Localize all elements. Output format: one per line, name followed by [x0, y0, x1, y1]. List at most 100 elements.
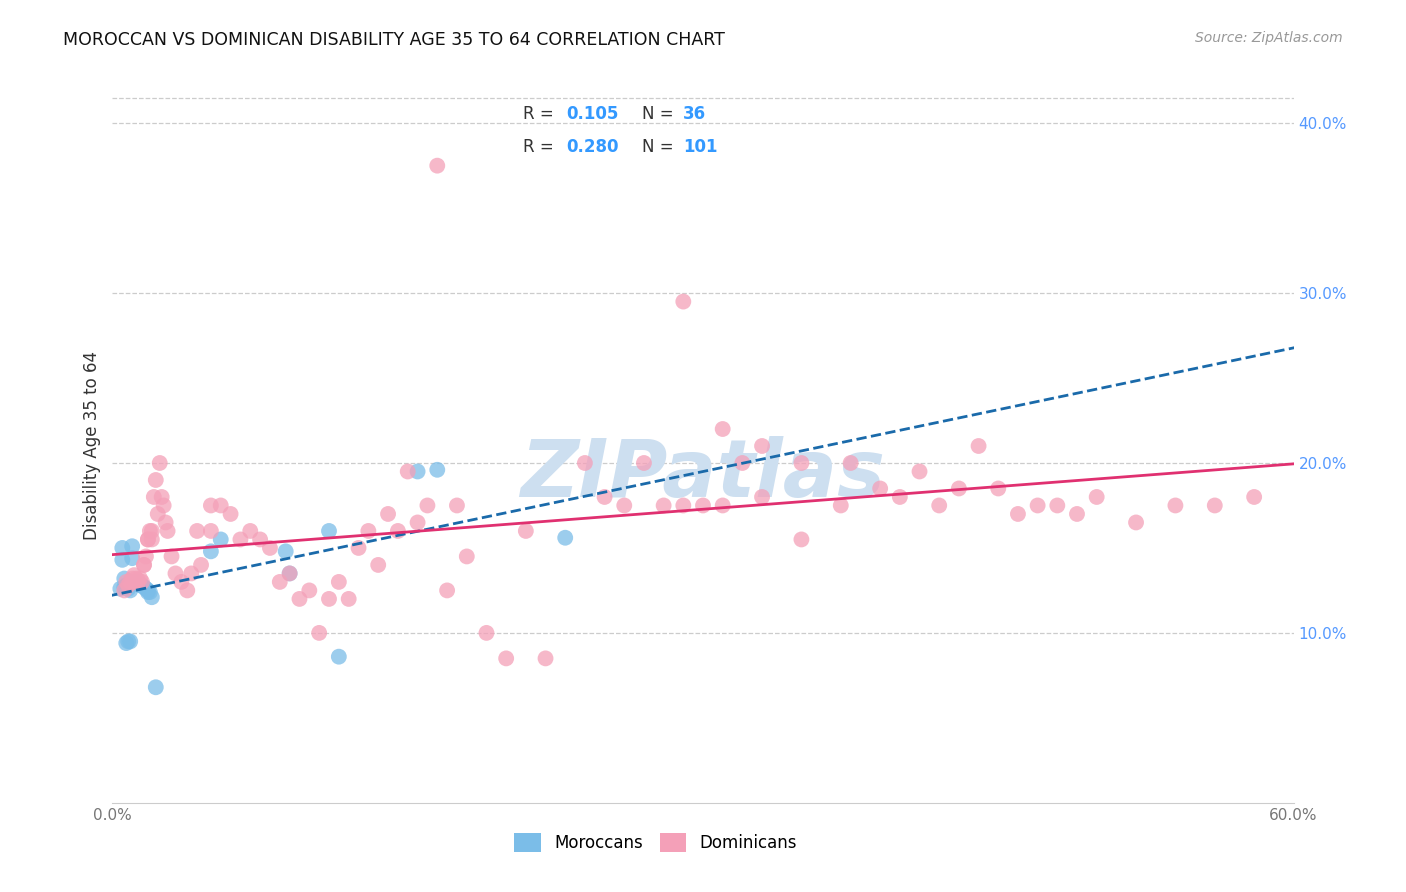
Point	[1085, 490, 1108, 504]
Point	[200, 524, 222, 538]
Point	[416, 499, 439, 513]
Point	[446, 499, 468, 513]
Point	[426, 159, 449, 173]
Point	[122, 568, 145, 582]
Point	[127, 574, 149, 589]
Point	[209, 499, 232, 513]
Point	[790, 533, 813, 547]
Point	[652, 499, 675, 513]
Text: Source: ZipAtlas.com: Source: ZipAtlas.com	[1195, 31, 1343, 45]
Point	[141, 533, 163, 547]
Point	[121, 551, 143, 566]
Point	[115, 636, 138, 650]
Point	[711, 422, 734, 436]
Point	[176, 583, 198, 598]
Text: R =: R =	[523, 138, 560, 156]
Point	[593, 490, 616, 504]
Point	[751, 490, 773, 504]
Point	[115, 578, 138, 592]
Legend: Moroccans, Dominicans: Moroccans, Dominicans	[508, 826, 804, 859]
Text: R =: R =	[523, 105, 560, 123]
Point	[136, 533, 159, 547]
Point	[132, 580, 155, 594]
Point	[633, 456, 655, 470]
Point	[288, 591, 311, 606]
Point	[367, 558, 389, 572]
Point	[515, 524, 537, 538]
Point	[239, 524, 262, 538]
Point	[1066, 507, 1088, 521]
Point	[229, 533, 252, 547]
Point	[692, 499, 714, 513]
Point	[122, 574, 145, 589]
Point	[259, 541, 281, 555]
Point	[456, 549, 478, 564]
Point	[112, 572, 135, 586]
Point	[117, 634, 139, 648]
Point	[165, 566, 187, 581]
Point	[135, 549, 157, 564]
Point	[112, 580, 135, 594]
Point	[132, 558, 155, 572]
Point	[110, 582, 132, 596]
Text: N =: N =	[641, 105, 679, 123]
Point	[125, 574, 148, 589]
Point	[190, 558, 212, 572]
Point	[135, 582, 157, 596]
Point	[534, 651, 557, 665]
Point	[278, 566, 301, 581]
Point	[731, 456, 754, 470]
Point	[278, 566, 301, 581]
Point	[136, 533, 159, 547]
Point	[156, 524, 179, 538]
Point	[155, 516, 177, 530]
Text: 36: 36	[683, 105, 706, 123]
Point	[120, 574, 142, 589]
Point	[139, 524, 162, 538]
Text: MOROCCAN VS DOMINICAN DISABILITY AGE 35 TO 64 CORRELATION CHART: MOROCCAN VS DOMINICAN DISABILITY AGE 35 …	[63, 31, 725, 49]
Point	[711, 499, 734, 513]
Point	[139, 585, 162, 599]
Point	[209, 533, 232, 547]
Point	[145, 473, 167, 487]
Point	[1026, 499, 1049, 513]
Point	[200, 499, 222, 513]
Point	[121, 574, 143, 589]
Point	[1046, 499, 1069, 513]
Point	[152, 499, 174, 513]
Point	[160, 549, 183, 564]
Point	[1125, 516, 1147, 530]
Point	[219, 507, 242, 521]
Point	[136, 585, 159, 599]
Point	[142, 490, 165, 504]
Point	[967, 439, 990, 453]
Point	[200, 544, 222, 558]
Point	[146, 507, 169, 521]
Point	[328, 649, 350, 664]
Point	[111, 553, 134, 567]
Point	[141, 591, 163, 605]
Text: ZIPatlas: ZIPatlas	[520, 435, 886, 514]
Point	[790, 456, 813, 470]
Point	[318, 591, 340, 606]
Point	[131, 574, 153, 589]
Point	[132, 558, 155, 572]
Point	[111, 541, 134, 555]
Point	[186, 524, 208, 538]
Y-axis label: Disability Age 35 to 64: Disability Age 35 to 64	[83, 351, 101, 541]
Point	[308, 626, 330, 640]
Text: N =: N =	[641, 138, 679, 156]
Point	[554, 531, 576, 545]
Point	[672, 499, 695, 513]
Point	[120, 634, 142, 648]
Point	[406, 465, 429, 479]
Point	[120, 583, 142, 598]
Point	[1007, 507, 1029, 521]
Point	[141, 524, 163, 538]
Point	[436, 583, 458, 598]
Point	[149, 456, 172, 470]
Point	[145, 680, 167, 694]
Text: 0.105: 0.105	[567, 105, 619, 123]
Point	[117, 582, 139, 596]
Point	[136, 583, 159, 598]
